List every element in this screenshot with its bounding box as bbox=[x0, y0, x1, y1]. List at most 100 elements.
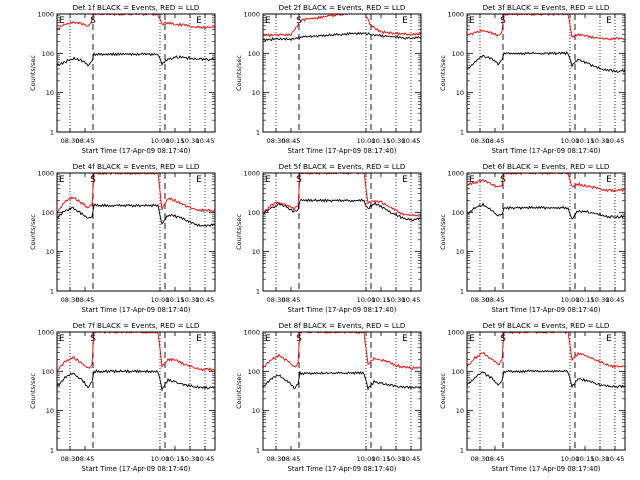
y-tick-label: 1000 bbox=[243, 170, 260, 178]
events-series-line bbox=[467, 202, 625, 220]
x-tick-label: 10:45 bbox=[606, 296, 625, 304]
panel-det-6: Det 6f BLACK = Events, RED = LLD 08:3008:… bbox=[439, 162, 626, 314]
end-marker-label: E bbox=[606, 175, 612, 185]
end-marker-label: E bbox=[606, 334, 612, 344]
series-group bbox=[263, 14, 421, 42]
panel-det-5: Det 5f BLACK = Events, RED = LLD 08:3008:… bbox=[235, 162, 422, 314]
plot-frame bbox=[466, 13, 626, 133]
x-tick-label: 10:30 bbox=[387, 296, 406, 304]
x-tick-label: 10:45 bbox=[606, 137, 625, 145]
y-tick-label: 1000 bbox=[243, 329, 260, 337]
panel-det-4: Det 4f BLACK = Events, RED = LLD 08:3008:… bbox=[29, 162, 216, 314]
y-tick-label: 1000 bbox=[447, 170, 464, 178]
panel-det-9: Det 9f BLACK = Events, RED = LLD 08:3008:… bbox=[439, 321, 626, 473]
end-marker-label: E bbox=[265, 334, 271, 344]
y-tick-label: 1 bbox=[256, 288, 260, 296]
x-tick-label: 08:45 bbox=[282, 296, 301, 304]
y-tick-label: 10 bbox=[252, 89, 260, 97]
series-group bbox=[467, 332, 625, 389]
lld-series-line bbox=[57, 332, 215, 372]
end-marker-label: E bbox=[402, 175, 408, 185]
y-tick-label: 100 bbox=[248, 368, 260, 376]
y-tick-label: 10 bbox=[46, 248, 54, 256]
panel-title: Det 7f BLACK = Events, RED = LLD bbox=[73, 321, 200, 330]
y-tick-label: 1 bbox=[460, 129, 464, 137]
x-axis-label: Start Time (17-Apr-09 08:17:40) bbox=[82, 147, 191, 155]
lld-series-line bbox=[263, 332, 421, 370]
panel-title: Det 3f BLACK = Events, RED = LLD bbox=[483, 3, 610, 12]
series-group bbox=[57, 173, 215, 228]
x-tick-label: 08:45 bbox=[76, 137, 95, 145]
y-tick-label: 1000 bbox=[37, 11, 54, 19]
y-tick-label: 100 bbox=[452, 50, 464, 58]
y-tick-label: 100 bbox=[248, 209, 260, 217]
y-tick-label: 1 bbox=[50, 447, 54, 455]
y-axis-label: Counts/sec bbox=[439, 373, 447, 409]
start-marker-label: S bbox=[296, 175, 302, 185]
plot-frame bbox=[262, 331, 422, 451]
y-tick-label: 1000 bbox=[447, 329, 464, 337]
y-tick-label: 1000 bbox=[243, 11, 260, 19]
plot-frame bbox=[56, 172, 216, 292]
series-group bbox=[263, 332, 421, 391]
start-marker-label: S bbox=[90, 16, 96, 26]
y-axis-label: Counts/sec bbox=[235, 55, 243, 91]
x-tick-label: 08:45 bbox=[486, 137, 505, 145]
start-marker-label: S bbox=[500, 334, 506, 344]
x-tick-label: 10:15 bbox=[576, 296, 595, 304]
x-tick-label: 10:45 bbox=[196, 137, 215, 145]
y-tick-label: 1000 bbox=[37, 170, 54, 178]
x-tick-label: 10:15 bbox=[576, 137, 595, 145]
x-tick-label: 10:45 bbox=[606, 455, 625, 463]
y-tick-label: 10 bbox=[252, 407, 260, 415]
x-axis-label: Start Time (17-Apr-09 08:17:40) bbox=[82, 306, 191, 314]
x-tick-label: 10:00 bbox=[151, 455, 170, 463]
end-marker-label: E bbox=[196, 16, 202, 26]
x-axis-label: Start Time (17-Apr-09 08:17:40) bbox=[288, 465, 397, 473]
x-tick-label: 08:45 bbox=[282, 455, 301, 463]
y-axis-label: Counts/sec bbox=[439, 214, 447, 250]
x-tick-label: 08:45 bbox=[486, 455, 505, 463]
y-tick-label: 1 bbox=[460, 447, 464, 455]
y-tick-label: 1 bbox=[50, 129, 54, 137]
events-series-line bbox=[263, 31, 421, 42]
x-tick-label: 08:30 bbox=[61, 455, 80, 463]
series-group bbox=[57, 332, 215, 392]
events-series-line bbox=[57, 51, 215, 67]
end-marker-label: E bbox=[59, 175, 65, 185]
y-axis-label: Counts/sec bbox=[29, 214, 37, 250]
y-tick-label: 10 bbox=[456, 407, 464, 415]
x-tick-label: 10:15 bbox=[576, 455, 595, 463]
x-tick-label: 10:15 bbox=[372, 296, 391, 304]
x-tick-label: 10:00 bbox=[561, 455, 580, 463]
x-tick-label: 08:30 bbox=[61, 296, 80, 304]
panel-det-7: Det 7f BLACK = Events, RED = LLD 08:3008:… bbox=[29, 321, 216, 473]
x-tick-label: 10:00 bbox=[357, 455, 376, 463]
end-marker-label: E bbox=[402, 334, 408, 344]
end-marker-label: E bbox=[196, 175, 202, 185]
events-series-line bbox=[57, 203, 215, 228]
start-marker-label: S bbox=[500, 16, 506, 26]
end-marker-label: E bbox=[606, 16, 612, 26]
panel-title: Det 8f BLACK = Events, RED = LLD bbox=[279, 321, 406, 330]
x-tick-label: 08:45 bbox=[76, 455, 95, 463]
lld-series-line bbox=[467, 173, 625, 193]
series-group bbox=[57, 14, 215, 67]
x-axis-label: Start Time (17-Apr-09 08:17:40) bbox=[288, 147, 397, 155]
end-marker-label: E bbox=[265, 175, 271, 185]
plot-frame bbox=[56, 13, 216, 133]
x-tick-label: 10:00 bbox=[357, 137, 376, 145]
end-marker-label: E bbox=[469, 334, 475, 344]
end-marker-label: E bbox=[59, 334, 65, 344]
x-tick-label: 10:00 bbox=[561, 137, 580, 145]
y-tick-label: 100 bbox=[42, 368, 54, 376]
y-tick-label: 10 bbox=[456, 248, 464, 256]
lld-series-line bbox=[263, 173, 421, 217]
x-axis-label: Start Time (17-Apr-09 08:17:40) bbox=[492, 147, 601, 155]
x-axis-label: Start Time (17-Apr-09 08:17:40) bbox=[492, 306, 601, 314]
end-marker-label: E bbox=[196, 334, 202, 344]
x-tick-label: 10:45 bbox=[402, 296, 421, 304]
x-tick-label: 08:45 bbox=[282, 137, 301, 145]
y-tick-label: 10 bbox=[46, 407, 54, 415]
end-marker-label: E bbox=[59, 16, 65, 26]
